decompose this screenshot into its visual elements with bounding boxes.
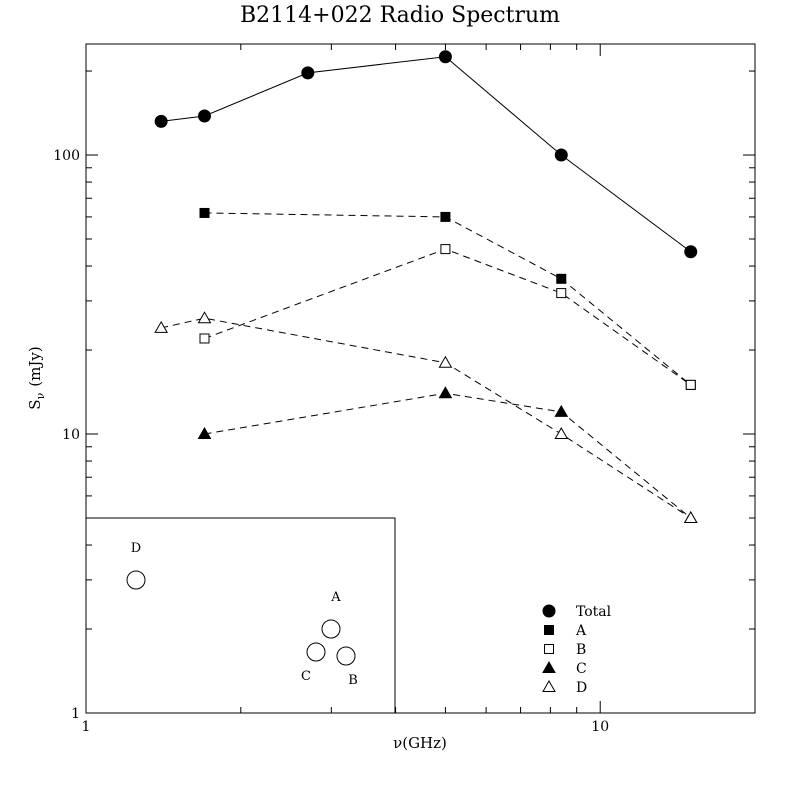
data-point-d: [197, 311, 212, 324]
y-tick-label: 100: [53, 148, 80, 164]
data-point-c: [554, 404, 569, 417]
data-point-b: [556, 288, 567, 299]
plot-frame: [85, 43, 756, 714]
series-markers: [154, 50, 698, 523]
inset-label-c: C: [301, 669, 311, 684]
data-point-total: [197, 109, 211, 123]
x-axis-label: ν(GHz): [393, 734, 447, 752]
legend-marker-total: [542, 604, 556, 618]
data-point-a: [556, 273, 567, 284]
data-point-b: [685, 379, 696, 390]
data-point-total: [438, 50, 452, 64]
data-point-c: [197, 427, 212, 440]
legend-marker-c: [542, 660, 556, 673]
series-line-total: [161, 56, 692, 253]
y-axis-label: Sν (mJy): [26, 346, 47, 409]
legend-marker-a: [544, 625, 554, 635]
data-point-total: [301, 66, 315, 80]
legend-label-c: C: [576, 661, 587, 677]
series-line-d: [161, 317, 692, 519]
data-point-total: [684, 245, 698, 259]
y-axis-label-main: S: [26, 399, 44, 409]
inset-component-a: [321, 619, 341, 639]
axis-ticks: [85, 44, 756, 714]
series-line-a: [204, 212, 692, 386]
x-tick-label: 1: [82, 719, 91, 735]
data-point-total: [154, 114, 168, 128]
axis-tick-labels: 1 10 1 10 100: [53, 148, 609, 735]
inset-component-d: [126, 570, 146, 590]
data-point-b: [440, 244, 451, 255]
data-point-total: [554, 148, 568, 162]
chart-title: B2114+022 Radio Spectrum: [240, 3, 560, 28]
inset-component-c: [306, 642, 326, 662]
legend-label-a: A: [575, 623, 587, 639]
y-tick-label: 1: [71, 706, 80, 722]
component-inset: D A C B: [85, 517, 396, 714]
legend-label-total: Total: [576, 604, 612, 620]
y-tick-label: 10: [62, 427, 80, 443]
inset-frame: [85, 517, 396, 714]
y-axis-label-unit: (mJy): [26, 346, 44, 386]
inset-label-a: A: [330, 590, 341, 605]
data-point-d: [154, 320, 169, 333]
inset-label-d: D: [131, 541, 141, 556]
legend-label-d: D: [576, 680, 587, 696]
legend-marker-d: [542, 679, 556, 692]
x-tick-label: 10: [591, 719, 609, 735]
series-line-c: [204, 392, 692, 519]
series-line-b: [204, 248, 692, 386]
inset-label-b: B: [348, 673, 358, 688]
data-point-d: [438, 355, 453, 368]
data-point-a: [199, 207, 210, 218]
data-point-c: [438, 386, 453, 399]
series-lines: [161, 56, 692, 519]
y-axis-label-subscript: ν: [34, 392, 47, 399]
data-point-b: [199, 333, 210, 344]
legend-label-b: B: [576, 642, 586, 658]
data-point-d: [683, 510, 698, 523]
inset-component-b: [336, 646, 356, 666]
data-point-a: [440, 211, 451, 222]
data-point-d: [554, 427, 569, 440]
legend-marker-b: [544, 644, 554, 654]
